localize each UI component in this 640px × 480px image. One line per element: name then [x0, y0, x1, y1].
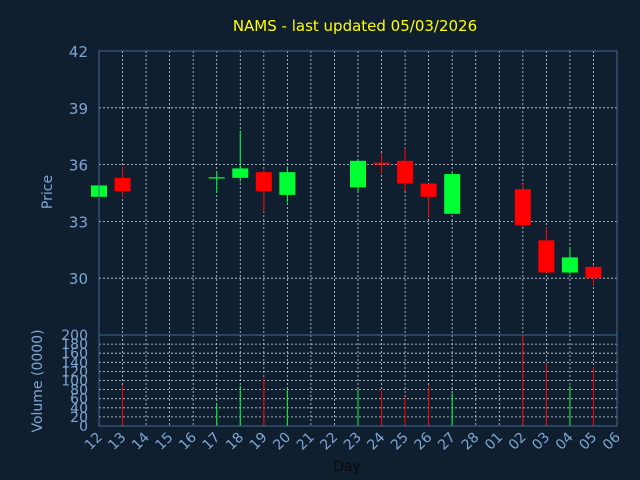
x-tick-label: 19 — [247, 430, 271, 454]
candle-body — [561, 257, 578, 273]
x-tick-label: 20 — [270, 430, 294, 454]
price-axis-label: Price — [40, 175, 56, 209]
price-tick-label: 30 — [69, 270, 88, 288]
volume-tick-label: 160 — [61, 346, 88, 362]
volume-tick-label: 180 — [61, 337, 88, 353]
price-tick-label: 39 — [69, 100, 88, 118]
x-tick-label: 06 — [600, 429, 624, 453]
candle-body — [420, 183, 437, 197]
volume-tick-label: 0 — [79, 419, 88, 435]
x-tick-labels: 12 13 14 15 16 17 18 19 20 21 22 23 24 25 26 27 28 01 02 03… — [82, 429, 624, 453]
volume-tick-label: 200 — [61, 328, 88, 344]
volume-panel-frame — [98, 334, 618, 427]
x-tick-label: 13 — [105, 430, 129, 454]
price-grid — [99, 50, 617, 335]
candle-body — [538, 240, 555, 273]
price-tick-labels: 42 39 36 33 30 — [69, 43, 88, 288]
volume-series — [122, 335, 594, 426]
candle-body — [373, 162, 390, 165]
x-tick-label: 14 — [129, 429, 153, 453]
candle-body — [232, 168, 249, 178]
volume-tick-label: 20 — [70, 410, 88, 426]
x-tick-label: 21 — [294, 430, 318, 454]
x-axis-label: Day — [333, 459, 361, 475]
x-tick-label: 22 — [317, 430, 341, 454]
x-tick-label: 25 — [388, 430, 412, 454]
x-tick-label: 04 — [553, 429, 577, 453]
x-tick-label: 28 — [459, 430, 483, 454]
volume-tick-label: 120 — [61, 364, 88, 380]
volume-axis-label: Volume (0000) — [30, 329, 46, 432]
price-tick-label: 33 — [69, 213, 88, 231]
candle-body — [114, 177, 131, 192]
volume-tick-label: 140 — [61, 355, 88, 371]
volume-tick-label: 80 — [70, 383, 88, 399]
candlestick-series — [91, 130, 602, 286]
x-tick-label: 03 — [529, 430, 553, 454]
volume-tick-label: 60 — [70, 392, 88, 408]
candle-body — [255, 172, 272, 192]
candle-body — [279, 172, 296, 195]
x-tick-label: 15 — [153, 430, 177, 454]
x-tick-label: 24 — [364, 429, 388, 453]
x-tick-label: 23 — [341, 430, 365, 454]
volume-tick-label: 40 — [70, 401, 88, 417]
volume-tick-label: 100 — [61, 374, 88, 390]
x-tick-label: 26 — [412, 429, 436, 453]
candle-body — [514, 189, 531, 226]
x-tick-label: 18 — [223, 430, 247, 454]
candle-body — [585, 266, 602, 279]
x-tick-label: 27 — [435, 430, 459, 454]
x-tick-label: 05 — [576, 430, 600, 454]
price-tick-label: 42 — [69, 43, 88, 61]
candle-body — [397, 160, 414, 184]
chart-title: NAMS - last updated 05/03/2026 — [233, 17, 477, 35]
x-tick-label: 17 — [200, 430, 224, 454]
candle-body — [350, 160, 366, 188]
x-tick-label: 01 — [482, 430, 506, 454]
x-tick-label: 16 — [176, 429, 200, 453]
x-tick-label: 02 — [506, 430, 530, 454]
candle-body — [444, 174, 461, 214]
price-tick-label: 36 — [69, 157, 88, 175]
